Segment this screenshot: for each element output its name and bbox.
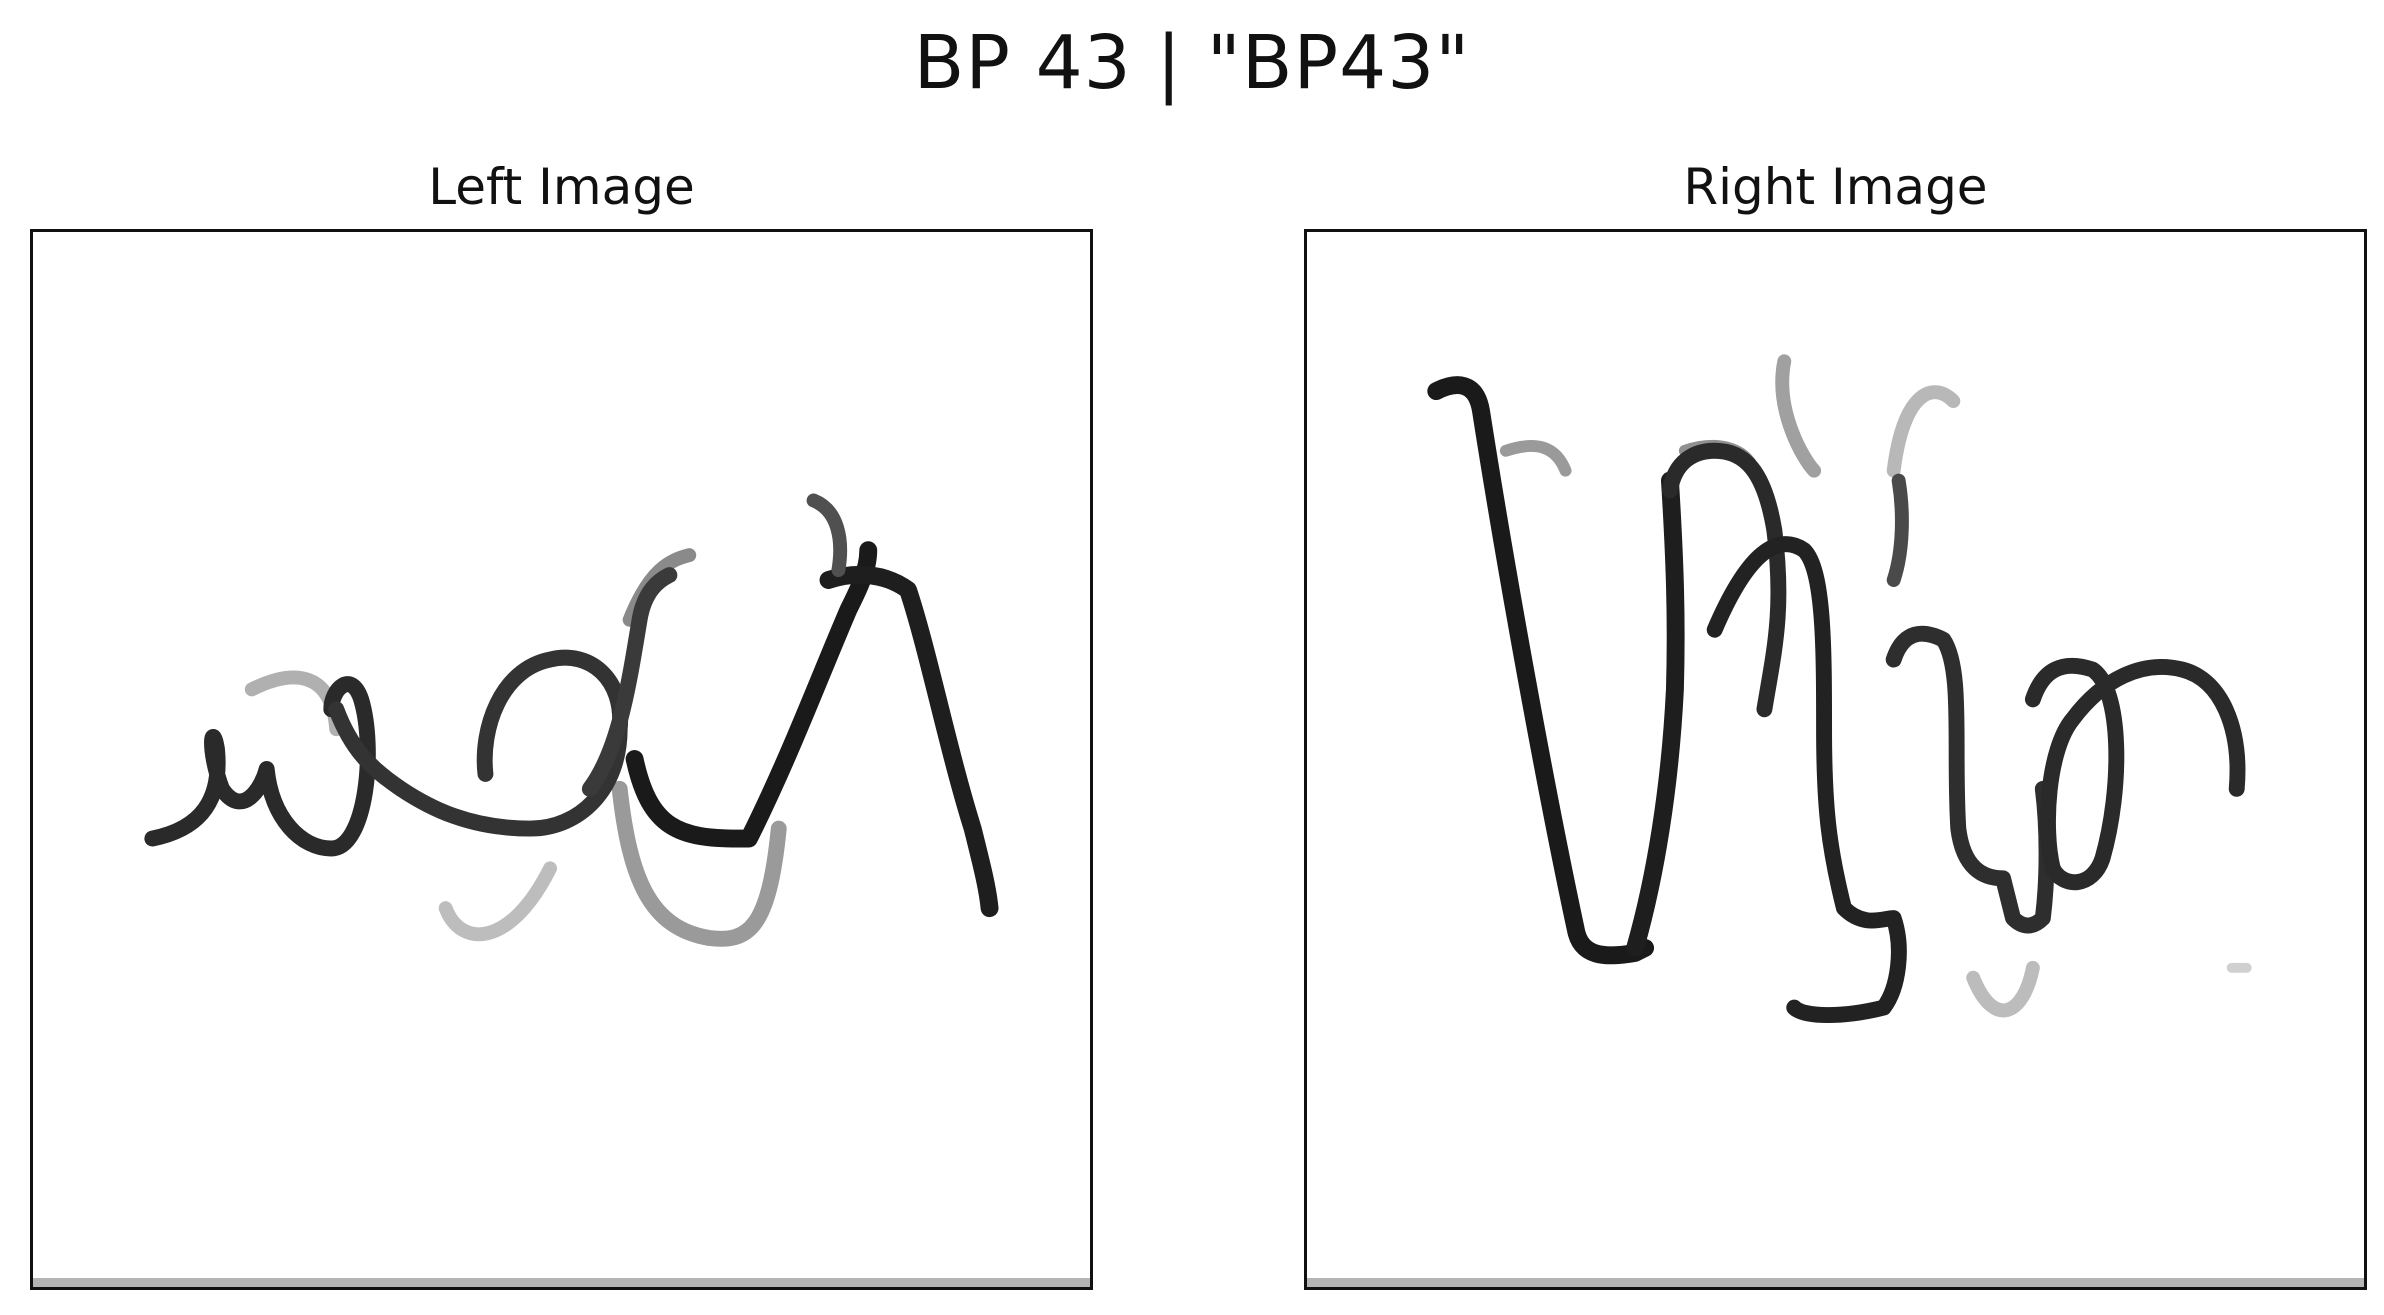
right-stroke-main-1 — [1427, 376, 1655, 965]
right-panel-bottom-strip — [1307, 1278, 2364, 1287]
left-stroke-faint-1 — [438, 861, 558, 942]
right-panel-title: Right Image — [1683, 158, 1988, 216]
right-stroke-main-5 — [1885, 625, 2055, 934]
figure-title: BP 43 | "BP43" — [913, 20, 1471, 106]
left-image-panel — [30, 229, 1093, 1290]
right-stroke-main-3 — [1661, 442, 1787, 718]
left-stroke-main-2 — [328, 649, 629, 837]
right-stroke-main-4 — [1706, 536, 1907, 1023]
right-stroke-main-6 — [2024, 657, 2246, 891]
left-stroke-faint-4 — [244, 670, 344, 737]
left-stroke-faint-2 — [611, 780, 787, 947]
right-stroke-faint-5 — [1499, 440, 1572, 477]
right-stroke-faint-3 — [1966, 960, 2040, 1018]
right-handwriting-image — [1427, 354, 2252, 1023]
right-image-panel — [1304, 229, 2367, 1290]
right-stroke-faint-1 — [1886, 385, 1961, 478]
left-stroke-main-1 — [144, 676, 376, 857]
left-stroke-main-5 — [819, 565, 999, 918]
left-panel-bottom-strip — [33, 1278, 1090, 1287]
left-panel-title: Left Image — [428, 158, 695, 216]
left-stroke-main-4 — [625, 541, 878, 848]
right-stroke-main-2 — [1626, 471, 1685, 957]
right-stroke-main-7 — [1886, 473, 1909, 587]
left-stroke-main-3 — [581, 567, 678, 797]
right-stroke-faint-2 — [1775, 354, 1822, 478]
left-stroke-main-6 — [806, 493, 848, 578]
left-handwriting-image — [144, 493, 999, 947]
